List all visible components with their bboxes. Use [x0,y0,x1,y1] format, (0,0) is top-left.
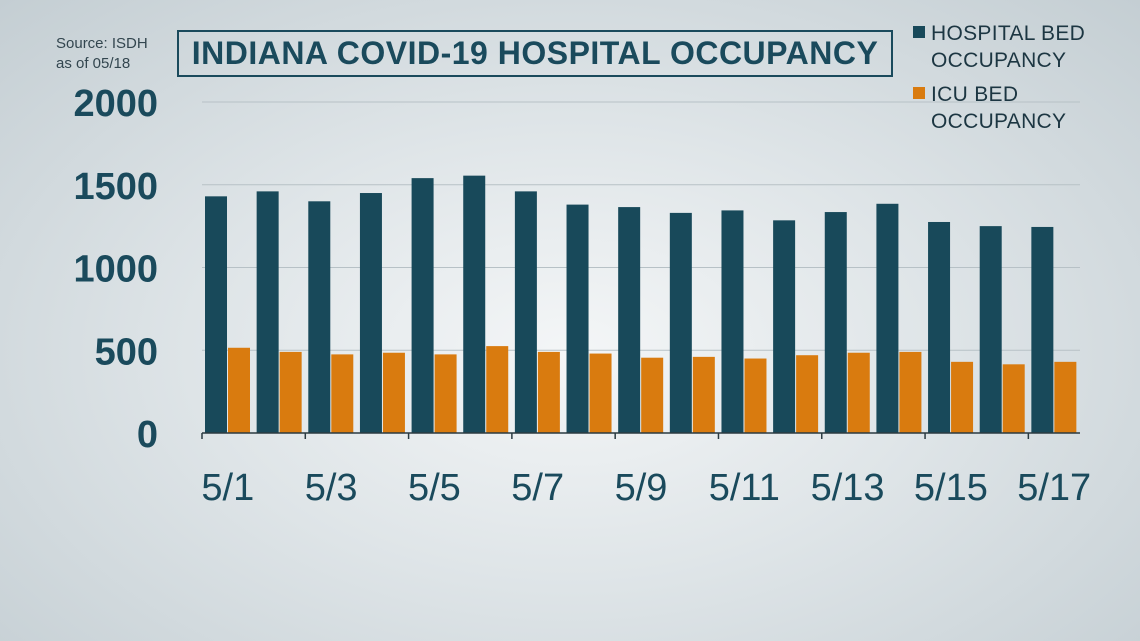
legend-item-icu: ICU BED OCCUPANCY [913,81,1121,135]
legend-swatch-hospital [913,26,925,38]
bar-hospital [256,191,279,433]
chart-title: INDIANA COVID-19 HOSPITAL OCCUPANCY [177,30,893,77]
y-tick-label: 0 [137,414,158,456]
bar-icu [641,357,664,433]
bar-icu [692,356,715,433]
bar-hospital [773,220,796,433]
bar-icu [796,355,819,433]
bar-hospital [566,204,589,433]
legend-item-hospital: HOSPITAL BED OCCUPANCY [913,20,1121,74]
x-tick-label: 5/9 [615,467,668,509]
legend-swatch-icu [913,87,925,99]
as-of-date: as of 05/18 [56,55,131,72]
bar-icu [589,353,612,433]
bar-hospital [308,201,331,433]
bar-icu [899,351,922,433]
source-note: Source: ISDH as of 05/18 [56,34,148,74]
bar-hospital [1031,226,1054,433]
bar-hospital [463,175,486,433]
bar-hospital [824,212,847,433]
bar-hospital [411,178,434,433]
bar-hospital [359,193,382,433]
x-tick-label: 5/7 [511,467,564,509]
x-tick-label: 5/13 [811,467,885,509]
legend-label-hospital: HOSPITAL BED OCCUPANCY [931,22,1086,72]
bar-icu [951,361,974,433]
y-tick-label: 2000 [73,83,158,125]
bar-icu [434,354,457,433]
x-tick-label: 5/15 [914,467,988,509]
x-tick-label: 5/5 [408,467,461,509]
x-tick-label: 5/11 [709,467,780,509]
axes: 0 500 1000 1500 2000 5/1 5/3 5/5 5/7 5/9 5/11 5/13 5… [73,83,1091,509]
bar-icu [331,354,354,433]
bar-hospital [979,226,1002,433]
bars [205,175,1077,433]
bar-icu [1054,361,1077,433]
bar-hospital [721,210,744,433]
bar-hospital [205,196,227,433]
source-line: Source: ISDH [56,35,148,52]
x-tick-label: 5/17 [1017,467,1091,509]
bar-hospital [876,203,899,433]
y-tick-label: 1000 [73,249,158,291]
bar-hospital [669,212,692,433]
bar-icu [744,358,767,433]
x-tick-label: 5/1 [201,467,254,509]
y-tick-label: 500 [95,331,158,373]
bar-hospital [928,221,951,433]
bar-icu [537,351,560,433]
bar-icu [382,352,405,433]
bar-icu [279,351,302,433]
bar-hospital [618,207,641,433]
legend-label-icu: ICU BED OCCUPANCY [931,83,1067,133]
bar-icu [1002,364,1025,433]
y-tick-label: 1500 [73,166,158,208]
x-tick-label: 5/3 [305,467,358,509]
bar-hospital [514,191,537,433]
bar-icu [228,347,250,433]
bar-icu [847,352,870,433]
bar-icu [486,346,509,433]
